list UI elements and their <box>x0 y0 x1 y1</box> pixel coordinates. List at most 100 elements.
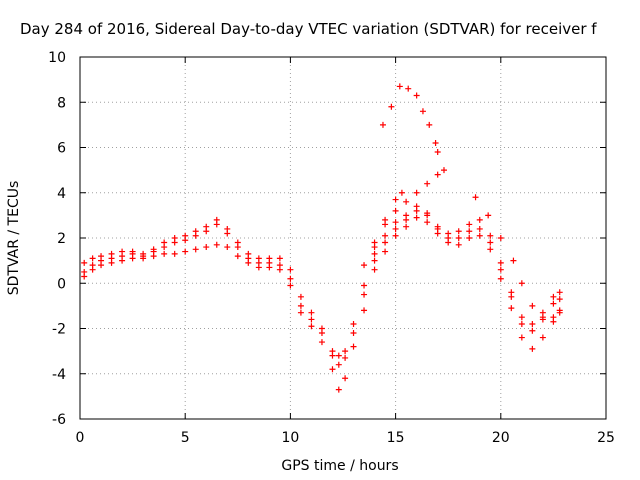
data-point <box>472 194 479 201</box>
data-point <box>539 334 546 341</box>
data-point <box>419 108 426 115</box>
data-point <box>297 302 304 309</box>
data-point <box>382 248 389 255</box>
data-series <box>361 167 447 269</box>
data-point <box>371 257 378 264</box>
data-point <box>266 255 273 262</box>
data-point <box>556 296 563 303</box>
data-point <box>550 300 557 307</box>
data-point <box>529 302 536 309</box>
data-point <box>108 250 115 257</box>
data-point <box>518 280 525 287</box>
data-point <box>245 259 252 266</box>
data-point <box>392 207 399 214</box>
data-point <box>255 255 262 262</box>
data-point <box>403 198 410 205</box>
data-point <box>171 235 178 241</box>
data-point <box>361 291 368 298</box>
data-point <box>455 235 462 241</box>
data-point <box>335 352 342 359</box>
data-point <box>234 253 241 260</box>
data-point <box>382 239 389 246</box>
data-point <box>405 85 412 92</box>
data-point <box>266 264 273 271</box>
data-point <box>455 241 462 248</box>
data-point <box>485 212 492 219</box>
y-tick-label: -6 <box>52 412 66 428</box>
data-point <box>413 189 420 196</box>
data-point <box>539 316 546 323</box>
data-point <box>403 212 410 219</box>
y-tick-label: -2 <box>52 322 66 338</box>
data-point <box>434 149 441 156</box>
data-series <box>81 214 563 393</box>
data-point <box>413 203 420 210</box>
data-point <box>466 221 473 228</box>
data-point <box>318 325 325 332</box>
data-point <box>392 232 399 239</box>
data-point <box>432 139 439 146</box>
data-point <box>440 167 447 174</box>
data-point <box>171 250 178 257</box>
data-point <box>129 255 136 262</box>
data-point <box>350 343 357 350</box>
data-point <box>81 273 88 280</box>
data-points <box>81 83 563 393</box>
data-point <box>342 354 349 361</box>
data-point <box>224 225 231 232</box>
data-point <box>150 253 157 260</box>
data-point <box>119 248 126 255</box>
x-tick-label: 15 <box>387 430 405 446</box>
data-point <box>329 348 336 355</box>
data-point <box>382 232 389 239</box>
data-point <box>192 246 199 253</box>
data-point <box>329 366 336 373</box>
data-point <box>224 244 231 251</box>
data-point <box>510 257 517 264</box>
data-point <box>518 320 525 327</box>
data-point <box>487 232 494 239</box>
data-point <box>529 320 536 327</box>
data-point <box>392 196 399 203</box>
data-point <box>81 259 88 266</box>
data-point <box>476 232 483 239</box>
data-point <box>398 189 405 196</box>
data-point <box>445 239 452 246</box>
data-point <box>466 228 473 235</box>
y-tick-label: 10 <box>48 50 66 66</box>
data-point <box>342 348 349 355</box>
data-point <box>308 323 315 330</box>
data-point <box>89 255 96 262</box>
data-series <box>371 189 405 246</box>
data-point <box>276 266 283 273</box>
data-point <box>487 246 494 253</box>
data-point <box>213 241 220 248</box>
x-tick-label: 5 <box>181 430 190 446</box>
data-point <box>424 219 431 226</box>
y-tick-label: -4 <box>52 367 66 383</box>
y-tick-label: 0 <box>57 276 66 292</box>
data-point <box>434 223 441 230</box>
data-point <box>161 250 168 257</box>
data-point <box>203 223 210 230</box>
data-point <box>424 180 431 187</box>
data-point <box>518 314 525 321</box>
data-point <box>556 309 563 316</box>
data-point <box>98 262 105 269</box>
data-point <box>119 257 126 264</box>
data-series <box>379 83 441 156</box>
data-point <box>497 235 504 241</box>
data-point <box>434 171 441 178</box>
data-point <box>392 219 399 226</box>
data-point <box>192 228 199 235</box>
data-point <box>361 262 368 269</box>
chart-title: Day 284 of 2016, Sidereal Day-to-day VTE… <box>20 20 597 38</box>
data-point <box>287 275 294 282</box>
data-point <box>371 239 378 246</box>
data-point <box>556 289 563 296</box>
x-axis-label: GPS time / hours <box>281 458 398 474</box>
data-point <box>379 121 386 128</box>
data-point <box>287 266 294 273</box>
data-point <box>445 230 452 237</box>
